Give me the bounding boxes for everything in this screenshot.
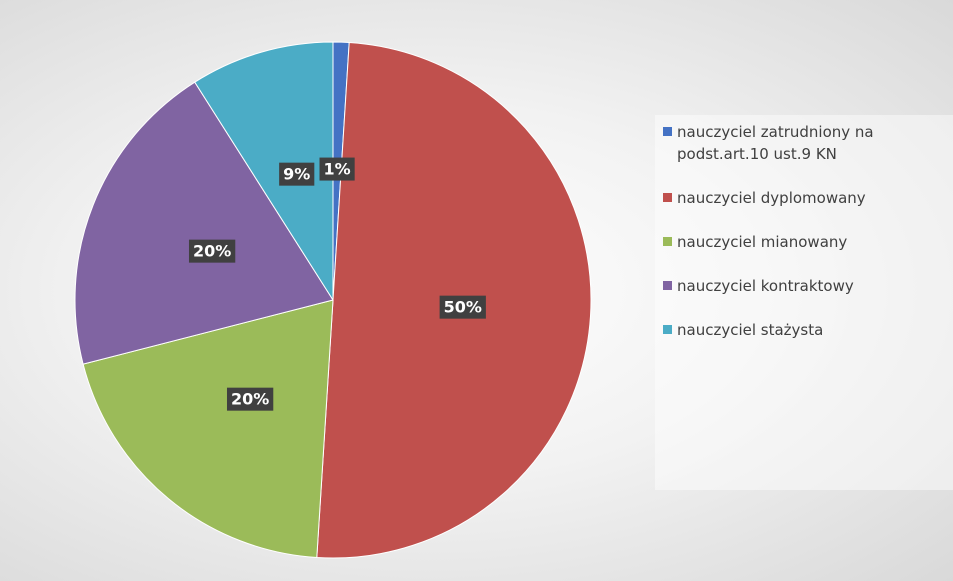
data-label-text: 1%	[323, 160, 350, 179]
legend-entry: nauczyciel kontraktowy	[663, 275, 945, 297]
legend-label: nauczyciel stażysta	[677, 321, 824, 339]
data-label-text: 50%	[444, 298, 482, 317]
data-label-text: 20%	[193, 242, 231, 261]
data-label: 9%	[279, 162, 315, 186]
legend-entry: nauczyciel zatrudniony na podst.art.10 u…	[663, 121, 945, 165]
legend-entry: nauczyciel mianowany	[663, 231, 945, 253]
data-label: 20%	[226, 387, 274, 411]
data-label-text: 9%	[283, 165, 310, 184]
legend-label: nauczyciel zatrudniony na podst.art.10 u…	[677, 123, 874, 163]
legend-swatch	[663, 325, 672, 334]
legend-swatch	[663, 127, 672, 136]
legend-swatch	[663, 237, 672, 246]
pie-slice	[194, 41, 334, 302]
data-label: 50%	[439, 295, 486, 319]
data-label-box	[279, 162, 315, 186]
data-label: 1%	[319, 157, 355, 181]
legend-label: nauczyciel dyplomowany	[677, 189, 866, 207]
data-label-box	[226, 387, 274, 411]
legend-entry: nauczyciel stażysta	[663, 319, 945, 341]
legend-entry: nauczyciel dyplomowany	[663, 187, 945, 209]
data-label: 20%	[188, 239, 236, 263]
data-label-text: 20%	[231, 390, 269, 409]
legend-swatch	[663, 281, 672, 290]
pie-slice	[82, 299, 334, 559]
legend-swatch	[663, 193, 672, 202]
legend-label: nauczyciel kontraktowy	[677, 277, 854, 295]
legend-label: nauczyciel mianowany	[677, 233, 848, 251]
pie-slice	[74, 81, 334, 365]
data-label-box	[319, 157, 355, 181]
data-label-box	[439, 295, 486, 319]
legend: nauczyciel zatrudniony na podst.art.10 u…	[655, 115, 953, 490]
data-label-box	[188, 239, 236, 263]
